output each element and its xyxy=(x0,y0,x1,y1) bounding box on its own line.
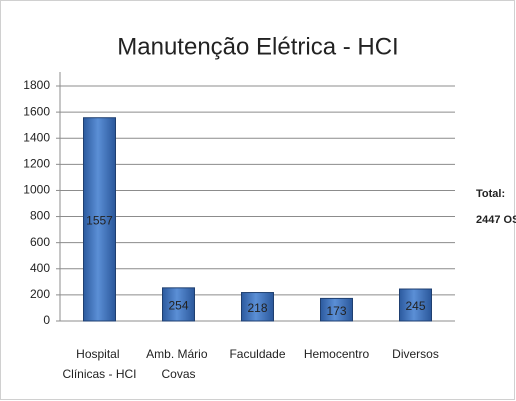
data-label: 254 xyxy=(168,299,188,313)
annotation: 2447 OSM xyxy=(476,214,516,226)
y-tick-label: 1600 xyxy=(23,104,50,118)
annotation: Total: xyxy=(476,188,505,200)
data-label: 1557 xyxy=(86,214,113,228)
y-tick-label: 200 xyxy=(30,287,50,301)
bar xyxy=(241,292,274,322)
chart-title: Manutenção Elétrica - HCI xyxy=(117,33,398,60)
y-tick-label: 1800 xyxy=(23,78,50,92)
bar xyxy=(162,287,195,322)
bar xyxy=(83,117,116,322)
y-tick-label: 800 xyxy=(30,209,50,223)
x-tick-label: Hospital Clínicas - HCI xyxy=(62,347,136,381)
x-tick-label: Amb. Mário Covas xyxy=(146,347,211,381)
bar xyxy=(399,288,432,322)
y-tick-label: 0 xyxy=(43,313,50,327)
y-tick-label: 1000 xyxy=(23,183,50,197)
x-tick-label: Diversos xyxy=(392,347,439,361)
x-tick-label: Faculdade xyxy=(229,347,285,361)
data-label: 218 xyxy=(247,301,267,315)
y-tick-label: 400 xyxy=(30,261,50,275)
data-label: 173 xyxy=(326,304,346,318)
y-tick-label: 1200 xyxy=(23,157,50,171)
data-label: 245 xyxy=(405,299,425,313)
y-tick-label: 600 xyxy=(30,235,50,249)
x-tick-label: Hemocentro xyxy=(304,347,370,361)
y-tick-label: 1400 xyxy=(23,130,50,144)
bar xyxy=(320,297,353,322)
